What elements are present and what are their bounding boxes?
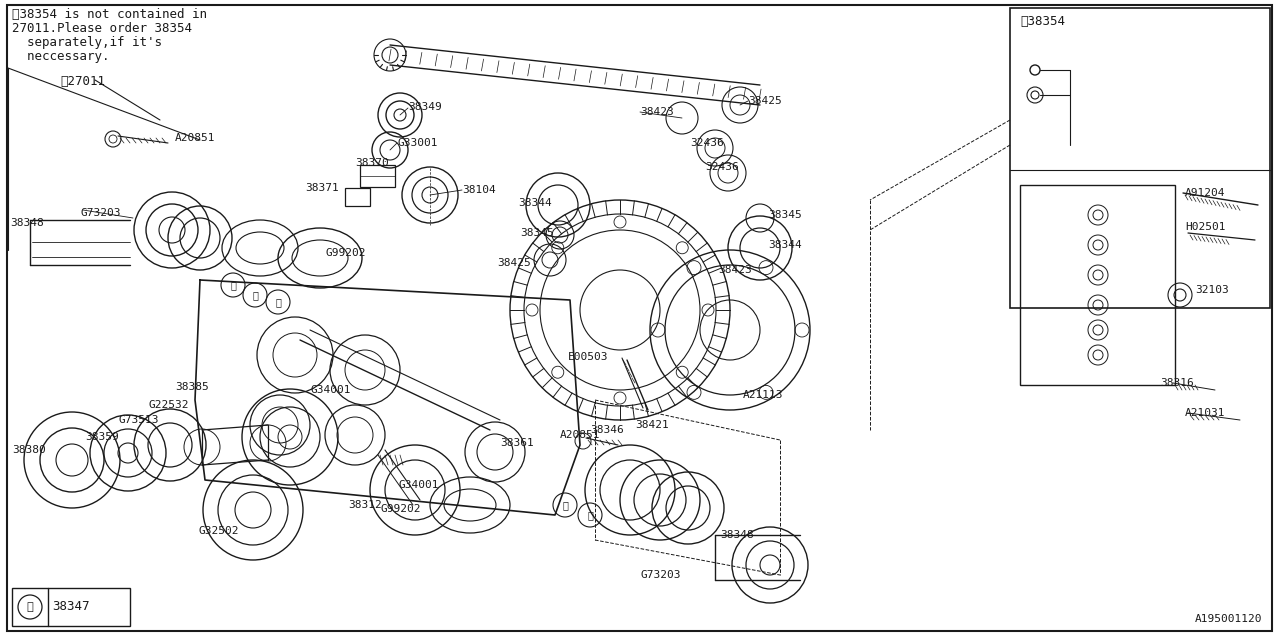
Text: H02501: H02501 xyxy=(1185,222,1225,232)
Text: ①: ① xyxy=(562,500,568,510)
Text: 38347: 38347 xyxy=(52,600,90,613)
Text: separately,if it's: separately,if it's xyxy=(12,36,163,49)
Text: ①: ① xyxy=(252,290,259,300)
Text: 38380: 38380 xyxy=(12,445,46,455)
Text: 38421: 38421 xyxy=(635,420,668,430)
Text: ①: ① xyxy=(275,297,280,307)
Text: 38104: 38104 xyxy=(462,185,495,195)
Text: 38371: 38371 xyxy=(305,183,339,193)
Text: 38349: 38349 xyxy=(408,102,442,112)
Text: G34001: G34001 xyxy=(398,480,439,490)
Text: 38370: 38370 xyxy=(355,158,389,168)
Text: A195001120: A195001120 xyxy=(1196,614,1262,624)
Text: G33001: G33001 xyxy=(397,138,438,148)
Bar xyxy=(1010,8,1270,308)
Text: A21031: A21031 xyxy=(1185,408,1225,418)
Text: A20851: A20851 xyxy=(175,133,215,143)
Text: 38361: 38361 xyxy=(500,438,534,448)
Bar xyxy=(12,588,131,626)
Text: 38423: 38423 xyxy=(718,265,751,275)
Bar xyxy=(360,165,396,187)
Text: A91204: A91204 xyxy=(1185,188,1225,198)
Text: 38423: 38423 xyxy=(640,107,673,117)
Text: 38345: 38345 xyxy=(520,228,554,238)
Bar xyxy=(346,188,370,206)
Text: 38316: 38316 xyxy=(1160,378,1194,388)
Text: 38425: 38425 xyxy=(497,258,531,268)
Text: G34001: G34001 xyxy=(310,385,351,395)
Text: 38425: 38425 xyxy=(748,96,782,106)
Text: 38344: 38344 xyxy=(768,240,801,250)
Text: 38344: 38344 xyxy=(518,198,552,208)
Text: G32502: G32502 xyxy=(198,526,238,536)
Text: 38345: 38345 xyxy=(768,210,801,220)
Text: ①: ① xyxy=(27,602,33,612)
Text: ‸27011: ‸27011 xyxy=(60,75,105,88)
Text: G99202: G99202 xyxy=(325,248,366,258)
Text: 38359: 38359 xyxy=(84,432,119,442)
Text: ①: ① xyxy=(230,280,236,290)
Text: A21113: A21113 xyxy=(742,390,783,400)
Text: 32436: 32436 xyxy=(705,162,739,172)
Text: neccessary.: neccessary. xyxy=(12,50,110,63)
Text: 38348: 38348 xyxy=(721,530,754,540)
Text: G99202: G99202 xyxy=(380,504,421,514)
Text: 32436: 32436 xyxy=(690,138,723,148)
Text: 38385: 38385 xyxy=(175,382,209,392)
Text: G73513: G73513 xyxy=(118,415,159,425)
Text: G73203: G73203 xyxy=(640,570,681,580)
Text: 38346: 38346 xyxy=(590,425,623,435)
Text: ‸38354: ‸38354 xyxy=(1020,15,1065,28)
Text: ‸38354 is not contained in: ‸38354 is not contained in xyxy=(12,8,207,21)
Text: 32103: 32103 xyxy=(1196,285,1229,295)
Bar xyxy=(1020,185,1175,385)
Text: A20851: A20851 xyxy=(561,430,600,440)
Text: E00503: E00503 xyxy=(568,352,608,362)
Text: G22532: G22532 xyxy=(148,400,188,410)
Text: 38312: 38312 xyxy=(348,500,381,510)
Text: G73203: G73203 xyxy=(81,208,120,218)
Text: ①: ① xyxy=(588,510,593,520)
Text: 38348: 38348 xyxy=(10,218,44,228)
Text: 27011.Please order 38354: 27011.Please order 38354 xyxy=(12,22,192,35)
